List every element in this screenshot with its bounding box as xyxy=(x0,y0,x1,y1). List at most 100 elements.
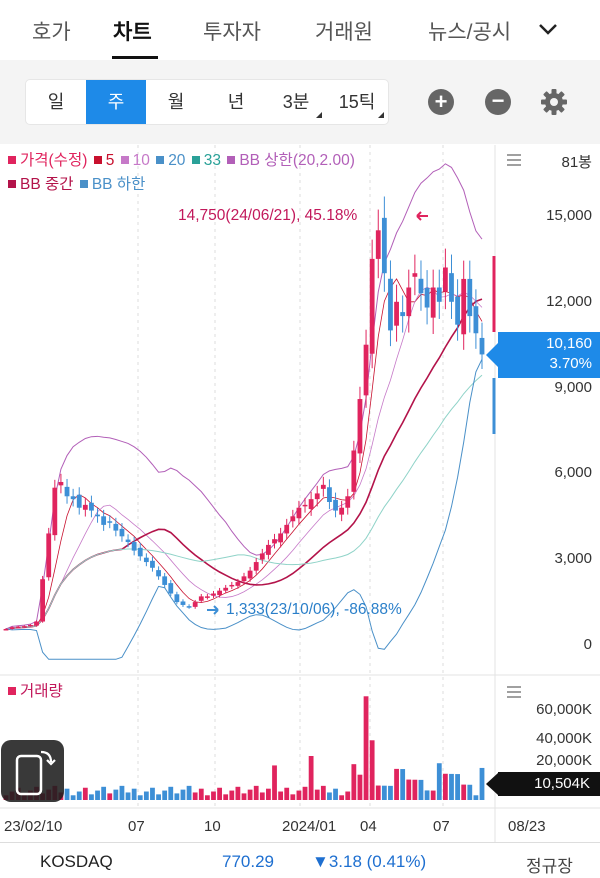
date-label: 08/23 xyxy=(508,818,546,835)
legend-ma5: 5 xyxy=(105,152,115,169)
dropdown-corner-icon xyxy=(378,112,384,118)
candle-body xyxy=(308,499,314,510)
tab-news[interactable]: 뉴스/공시 xyxy=(428,21,512,44)
candle-body xyxy=(430,287,436,318)
candle-body xyxy=(235,582,241,586)
candle-body xyxy=(198,596,204,601)
candle-body xyxy=(302,504,308,507)
period-3min-label: 3분 xyxy=(282,92,310,112)
volume-bar xyxy=(314,789,320,800)
volume-bar xyxy=(320,785,326,800)
market-index-footer xyxy=(0,842,600,878)
tab-hoga[interactable]: 호가 xyxy=(32,21,71,44)
high-annotation: 14,750(24/06/21), 45.18% xyxy=(178,207,358,224)
volume-bar xyxy=(467,784,473,800)
chevron-down-icon[interactable] xyxy=(537,18,559,40)
period-15tick[interactable]: 15틱 xyxy=(326,80,388,124)
date-label: 04 xyxy=(360,818,377,835)
candle-body xyxy=(156,570,161,577)
candle-body xyxy=(21,626,27,628)
candle-body xyxy=(168,583,174,594)
candle-body xyxy=(70,496,76,500)
volume-menu-icon[interactable] xyxy=(507,686,521,698)
low-annotation: 1,333(23/10/06), -86.88% xyxy=(226,601,402,618)
candle-body xyxy=(52,487,58,536)
top-tab-bar: 호가 차트 투자자 거래원 뉴스/공시 xyxy=(0,0,600,61)
legend-swatch xyxy=(8,686,16,695)
volume-axis-label: 20,000K xyxy=(536,752,592,769)
tab-chart[interactable]: 차트 xyxy=(113,21,152,44)
rotate-screen-button[interactable] xyxy=(1,740,64,802)
candle-body xyxy=(266,544,271,555)
legend-bb-upper: BB 상한(20,2.00) xyxy=(239,152,355,169)
volume-axis-label: 40,000K xyxy=(536,730,592,747)
candle-body xyxy=(467,278,473,317)
candle-body xyxy=(46,533,52,578)
candle-body xyxy=(412,273,418,277)
legend-ma33: 33 xyxy=(203,152,221,169)
period-year[interactable]: 년 xyxy=(227,92,245,112)
volume-bar xyxy=(253,785,259,800)
volume-bar xyxy=(223,794,229,800)
tab-broker[interactable]: 거래원 xyxy=(315,21,373,44)
volume-bar xyxy=(284,787,290,800)
candle-body xyxy=(125,539,131,543)
volume-bar xyxy=(473,795,479,800)
candle-body xyxy=(418,278,424,294)
candle-body xyxy=(339,507,345,515)
volume-bar xyxy=(150,787,155,800)
candle-body xyxy=(278,533,284,543)
volume-bar xyxy=(137,795,143,800)
period-week[interactable]: 주 xyxy=(86,80,146,124)
candle-body xyxy=(223,587,229,591)
volume-bar xyxy=(217,787,222,800)
volume-bar xyxy=(430,790,436,800)
candle-body xyxy=(381,217,387,274)
volume-bar xyxy=(241,793,247,800)
candle-body xyxy=(473,306,479,334)
date-label: 2024/01 xyxy=(282,818,337,835)
volume-tag-pointer xyxy=(486,773,498,795)
period-3min[interactable]: 3분 xyxy=(266,80,326,124)
legend-ma20: 20 xyxy=(168,152,186,169)
candle-body xyxy=(119,528,125,537)
candle-body xyxy=(137,547,143,557)
candle-body xyxy=(320,484,326,489)
volume-bar xyxy=(70,795,76,800)
legend-swatch xyxy=(79,179,88,188)
candle-body xyxy=(34,621,39,626)
candle-body xyxy=(290,516,296,522)
candle-body xyxy=(192,602,198,607)
volume-bar xyxy=(278,791,284,800)
candle-body xyxy=(247,570,253,579)
volume-bar xyxy=(442,773,448,800)
zoom-in-icon[interactable]: + xyxy=(428,89,454,115)
legend-swatch xyxy=(93,155,102,164)
candle-body xyxy=(375,230,381,259)
date-label: 23/02/10 xyxy=(4,818,63,835)
volume-bar xyxy=(174,793,180,800)
index-change: ▼3.18 (0.41%) xyxy=(312,852,427,871)
volume-bar xyxy=(168,786,174,800)
volume-bar xyxy=(357,774,363,800)
candle-body xyxy=(40,579,46,622)
rotate-phone-icon xyxy=(15,750,56,796)
zoom-out-icon[interactable]: − xyxy=(485,89,511,115)
indicator-legend-line2: BB 중간 BB 하한 xyxy=(6,172,145,194)
candle-body xyxy=(107,521,113,523)
candle-body xyxy=(58,481,64,486)
period-day[interactable]: 일 xyxy=(47,92,65,112)
gear-icon[interactable] xyxy=(540,88,568,116)
current-price-tag: 10,160 3.70% xyxy=(498,332,600,378)
volume-bar xyxy=(381,785,387,800)
candle-body xyxy=(436,287,442,302)
period-month[interactable]: 월 xyxy=(167,92,185,112)
indicator-menu-icon[interactable] xyxy=(507,154,521,166)
candle-body xyxy=(217,590,222,596)
tab-investor[interactable]: 투자자 xyxy=(203,21,261,44)
volume-bar xyxy=(351,764,357,800)
price-chart[interactable] xyxy=(0,0,600,842)
candle-body xyxy=(400,312,406,317)
date-label: 07 xyxy=(128,818,145,835)
candle-body xyxy=(204,596,210,598)
